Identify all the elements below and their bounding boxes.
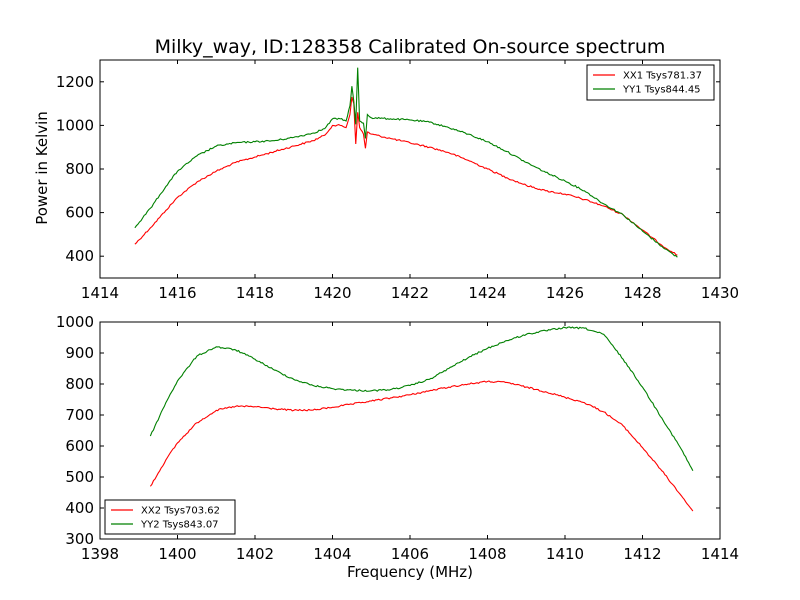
- bottom-y-tick-label: 700: [65, 406, 94, 424]
- top-series-1-line: [134, 96, 678, 256]
- top-y-tick-label: 800: [65, 160, 94, 178]
- bottom-x-tick-label: 1404: [313, 545, 351, 563]
- top-legend-label-2: YY1 Tsys844.45: [622, 85, 701, 96]
- top-x-tick-label: 1418: [236, 284, 274, 302]
- bottom-y-tick-label: 300: [65, 530, 94, 548]
- top-y-tick-label: 400: [65, 247, 94, 265]
- bottom-legend-label-1: XX2 Tsys703.62: [141, 506, 220, 517]
- top-legend-label-1: XX1 Tsys781.37: [623, 71, 702, 82]
- top-chart-title: Milky_way, ID:128358 Calibrated On-sourc…: [155, 36, 666, 58]
- top-y-axis-label: Power in Kelvin: [33, 111, 51, 225]
- top-y-tick-label: 1200: [56, 73, 94, 91]
- top-x-tick-label: 1420: [313, 284, 351, 302]
- bottom-x-tick-label: 1406: [391, 545, 429, 563]
- bottom-y-tick-label: 400: [65, 499, 94, 517]
- top-series-2-line: [134, 67, 678, 258]
- bottom-x-tick-label: 1410: [546, 545, 584, 563]
- bottom-x-tick-label: 1414: [701, 545, 739, 563]
- top-x-tick-label: 1422: [391, 284, 429, 302]
- top-y-tick-label: 1000: [56, 116, 94, 134]
- top-x-tick-label: 1424: [468, 284, 506, 302]
- top-x-tick-label: 1416: [158, 284, 196, 302]
- bottom-x-tick-label: 1402: [236, 545, 274, 563]
- bottom-y-tick-label: 1000: [56, 313, 94, 331]
- bottom-x-tick-label: 1412: [623, 545, 661, 563]
- top-x-tick-label: 1426: [546, 284, 584, 302]
- top-y-tick-label: 600: [65, 204, 94, 222]
- bottom-y-tick-label: 500: [65, 468, 94, 486]
- bottom-legend-box: [104, 499, 236, 535]
- bottom-y-tick-label: 800: [65, 375, 94, 393]
- bottom-x-tick-label: 1408: [468, 545, 506, 563]
- bottom-x-tick-label: 1400: [158, 545, 196, 563]
- top-legend-box: [586, 64, 715, 101]
- bottom-y-tick-label: 900: [65, 344, 94, 362]
- top-x-tick-label: 1428: [623, 284, 661, 302]
- bottom-y-tick-label: 600: [65, 437, 94, 455]
- bottom-x-tick-label: 1398: [81, 545, 119, 563]
- bottom-legend-label-2: YY2 Tsys843.07: [140, 520, 219, 531]
- top-x-tick-label: 1414: [81, 284, 119, 302]
- top-x-tick-label: 1430: [701, 284, 739, 302]
- bottom-series-1-line: [149, 380, 694, 512]
- bottom-series-2-line: [149, 326, 694, 472]
- bottom-x-axis-label: Frequency (MHz): [347, 563, 473, 581]
